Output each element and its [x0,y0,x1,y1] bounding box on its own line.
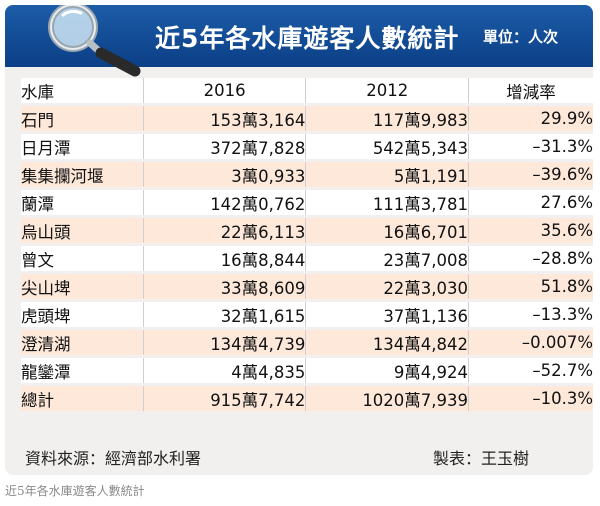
table-header-row: 水庫 2016 2012 增減率 [21,78,593,103]
change-rate-cell: –28.8% [469,246,593,271]
visitors-2016-cell: 372萬7,828 [143,134,307,159]
column-header: 水庫 [21,78,144,103]
change-rate-cell: –10.3% [469,386,593,411]
visitors-2012-cell: 117萬9,983 [306,106,470,131]
column-header: 2012 [306,78,470,103]
visitors-2016-cell: 3萬0,933 [143,162,307,187]
table-row: 曾文 16萬8,844 23萬7,008 –28.8% [21,246,593,271]
magnifier-icon [48,5,141,77]
visitors-2012-cell: 37萬1,136 [306,302,470,327]
visitors-2016-cell: 153萬3,164 [143,106,307,131]
visitors-2012-cell: 1020萬7,939 [306,386,470,411]
unit-label: 單位：人次 [483,28,559,46]
reservoir-name-cell: 石門 [21,106,144,131]
reservoir-name-cell: 曾文 [21,246,144,271]
change-rate-cell: –31.3% [469,134,593,159]
visitors-2012-cell: 542萬5,343 [306,134,470,159]
table-row: 龍鑾潭 4萬4,835 9萬4,924 –52.7% [21,358,593,383]
table-row: 石門 153萬3,164 117萬9,983 29.9% [21,106,593,131]
visitors-2016-cell: 33萬8,609 [143,274,307,299]
reservoir-name-cell: 烏山頭 [21,218,144,243]
visitors-2016-cell: 32萬1,615 [143,302,307,327]
visitors-2016-cell: 22萬6,113 [143,218,307,243]
change-rate-cell: –52.7% [469,358,593,383]
visitors-2016-cell: 134萬4,739 [143,330,307,355]
visitors-2016-cell: 915萬7,742 [143,386,307,411]
reservoir-name-cell: 總計 [21,386,144,411]
source-note: 資料來源：經濟部水利署 [25,449,202,468]
header-banner: 近5年各水庫遊客人數統計 單位：人次 [5,5,593,77]
reservoir-name-cell: 龍鑾潭 [21,358,144,383]
reservoir-name-cell: 澄清湖 [21,330,144,355]
table-row: 虎頭埤 32萬1,615 37萬1,136 –13.3% [21,302,593,327]
change-rate-cell: –39.6% [469,162,593,187]
visitor-table: 水庫 2016 2012 增減率 石門 153萬3,164 117萬9,983 29.… [21,75,593,414]
visitors-2012-cell: 134萬4,842 [306,330,470,355]
reservoir-name-cell: 虎頭埤 [21,302,144,327]
reservoir-name-cell: 日月潭 [21,134,144,159]
reservoir-name-cell: 尖山埤 [21,274,144,299]
table-row: 總計 915萬7,742 1020萬7,939 –10.3% [21,386,593,411]
table-row: 烏山頭 22萬6,113 16萬6,701 35.6% [21,218,593,243]
visitors-2012-cell: 23萬7,008 [306,246,470,271]
change-rate-cell: –0.007% [469,330,593,355]
image-caption: 近5年各水庫遊客人數統計 [5,484,145,498]
change-rate-cell: 51.8% [469,274,593,299]
change-rate-cell: –13.3% [469,302,593,327]
visitors-2012-cell: 22萬3,030 [306,274,470,299]
reservoir-name-cell: 蘭潭 [21,190,144,215]
change-rate-cell: 27.6% [469,190,593,215]
maker-note: 製表：王玉樹 [433,449,530,468]
table-body: 石門 153萬3,164 117萬9,983 29.9% 日月潭 372萬7,828 542… [21,106,593,411]
column-header: 增減率 [469,78,593,103]
visitors-2012-cell: 111萬3,781 [306,190,470,215]
change-rate-cell: 29.9% [469,106,593,131]
visitors-2012-cell: 9萬4,924 [306,358,470,383]
reservoir-name-cell: 集集攔河堰 [21,162,144,187]
visitors-2016-cell: 16萬8,844 [143,246,307,271]
table-card: 近5年各水庫遊客人數統計 單位：人次 水庫 2016 2012 增減率 石門 15… [5,5,593,475]
table-row: 日月潭 372萬7,828 542萬5,343 –31.3% [21,134,593,159]
visitors-2012-cell: 5萬1,191 [306,162,470,187]
visitors-2016-cell: 4萬4,835 [143,358,307,383]
change-rate-cell: 35.6% [469,218,593,243]
chart-title: 近5年各水庫遊客人數統計 [155,24,460,53]
table-row: 蘭潭 142萬0,762 111萬3,781 27.6% [21,190,593,215]
table-row: 尖山埤 33萬8,609 22萬3,030 51.8% [21,274,593,299]
column-header: 2016 [143,78,307,103]
table-row: 集集攔河堰 3萬0,933 5萬1,191 –39.6% [21,162,593,187]
visitors-2012-cell: 16萬6,701 [306,218,470,243]
visitors-2016-cell: 142萬0,762 [143,190,307,215]
table-row: 澄清湖 134萬4,739 134萬4,842 –0.007% [21,330,593,355]
